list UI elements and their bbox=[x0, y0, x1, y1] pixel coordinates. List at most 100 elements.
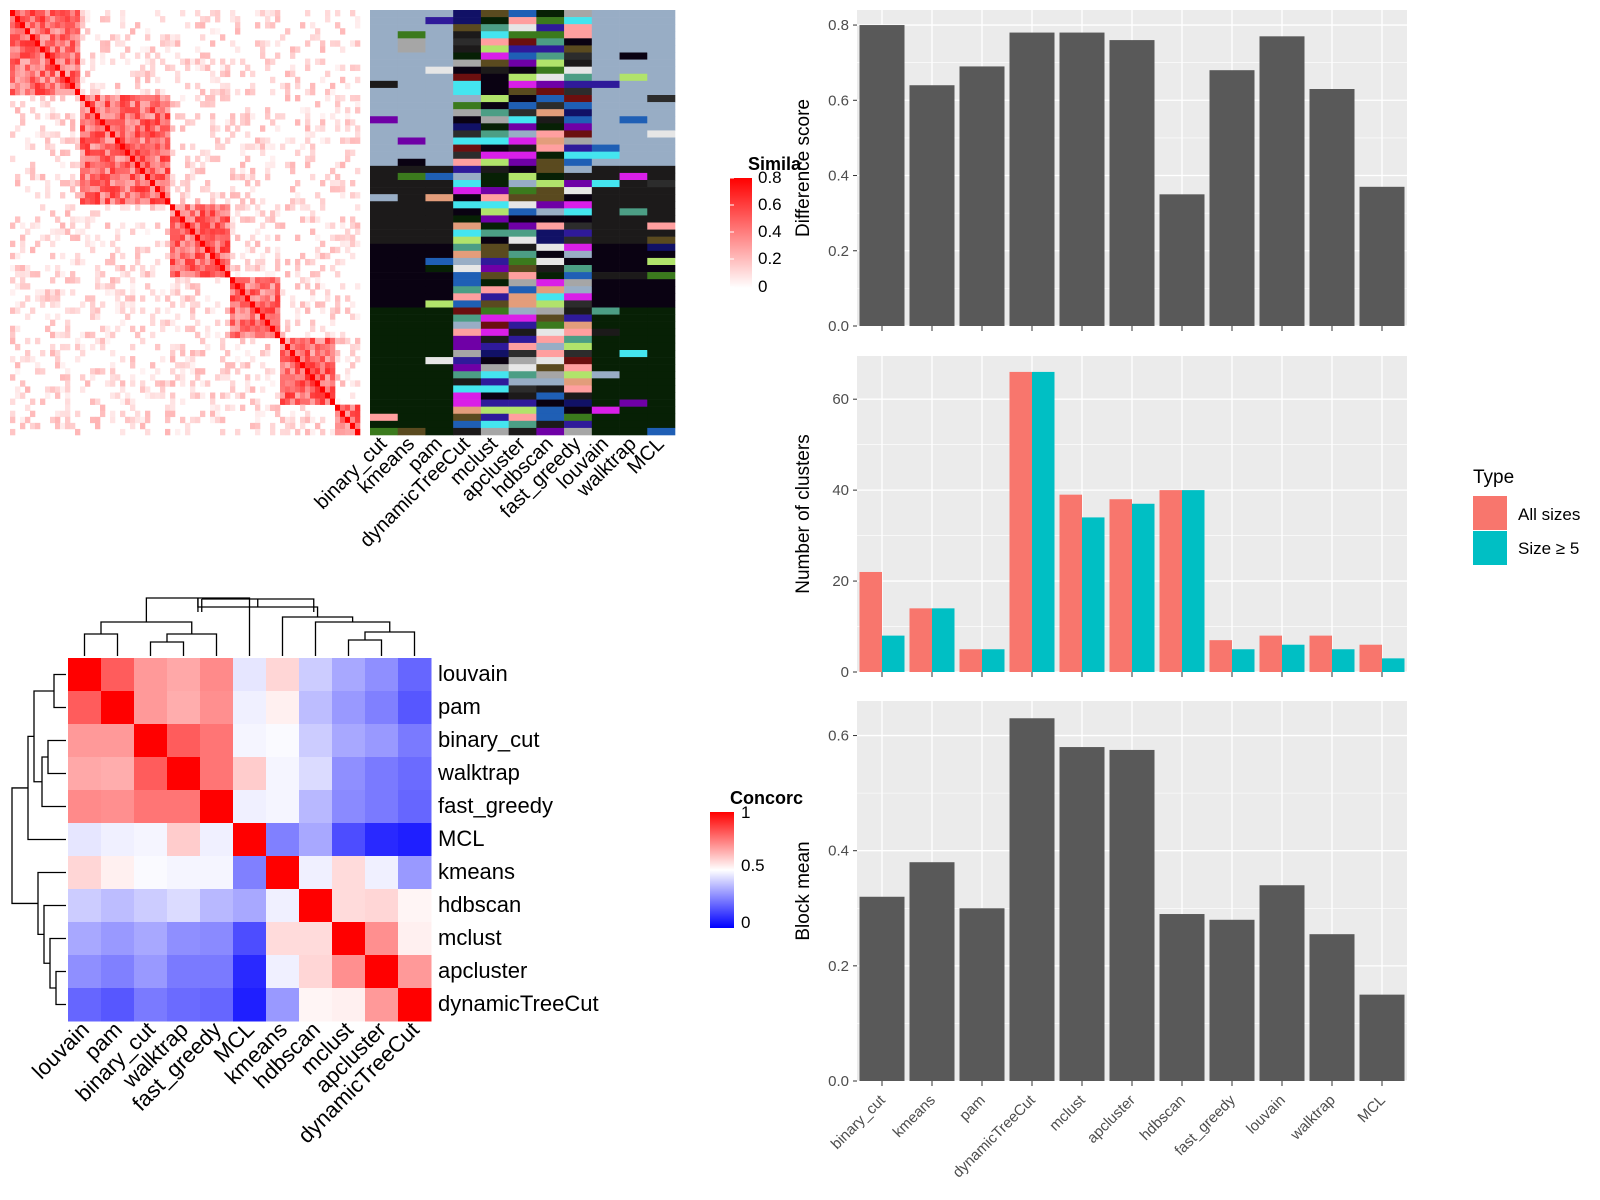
similarity-cell bbox=[340, 337, 346, 345]
similarity-cell bbox=[140, 107, 146, 114]
similarity-cell bbox=[30, 82, 36, 90]
similarity-cell bbox=[45, 295, 51, 302]
similarity-cell bbox=[250, 307, 256, 314]
similarity-cell bbox=[265, 289, 271, 296]
similarity-cell bbox=[255, 374, 261, 381]
similarity-cell bbox=[275, 325, 281, 333]
partition-cell bbox=[397, 378, 426, 386]
similarity-cell bbox=[180, 416, 186, 424]
similarity-cell bbox=[235, 277, 241, 284]
similarity-cell bbox=[155, 88, 161, 96]
similarity-cell bbox=[340, 222, 346, 229]
partition-cell bbox=[647, 158, 676, 167]
similarity-cell bbox=[125, 125, 131, 132]
partition-cell bbox=[591, 130, 620, 138]
similarity-cell bbox=[190, 258, 196, 266]
concordance-cell bbox=[68, 988, 102, 1022]
similarity-cell bbox=[235, 46, 241, 53]
similarity-cell bbox=[90, 368, 96, 375]
concordance-cell bbox=[167, 856, 201, 890]
similarity-cell bbox=[325, 10, 331, 17]
similarity-cell bbox=[230, 325, 236, 333]
similarity-cell bbox=[45, 34, 51, 41]
partition-cell bbox=[647, 95, 676, 103]
similarity-cell bbox=[160, 380, 166, 387]
similarity-cell bbox=[130, 325, 136, 333]
similarity-cell bbox=[295, 398, 301, 405]
similarity-cell bbox=[200, 258, 206, 266]
similarity-cell bbox=[110, 380, 116, 387]
partition-cell bbox=[647, 109, 676, 117]
legend-swatch-size-ge5 bbox=[1473, 531, 1507, 565]
similarity-cell bbox=[70, 125, 76, 132]
similarity-cell bbox=[350, 137, 356, 144]
similarity-cell bbox=[230, 386, 236, 393]
similarity-colorbar bbox=[730, 178, 752, 288]
similarity-cell bbox=[300, 356, 306, 363]
partition-cell bbox=[508, 236, 537, 245]
similarity-cell bbox=[320, 283, 326, 290]
partition-cell bbox=[370, 399, 399, 407]
similarity-cell bbox=[350, 180, 356, 187]
partition-cell bbox=[397, 180, 426, 188]
similarity-cell bbox=[190, 350, 196, 357]
bar bbox=[1259, 885, 1305, 1081]
similarity-cell bbox=[170, 204, 176, 211]
partition-cell bbox=[425, 201, 454, 209]
similarity-cell bbox=[320, 265, 326, 272]
similarity-cell bbox=[110, 107, 116, 114]
similarity-cell bbox=[240, 173, 246, 181]
similarity-cell bbox=[210, 70, 216, 78]
similarity-cell bbox=[330, 265, 336, 272]
similarity-cell bbox=[95, 88, 101, 96]
similarity-cell bbox=[260, 350, 266, 357]
similarity-cell bbox=[165, 404, 171, 412]
similarity-cell bbox=[20, 101, 26, 108]
partition-cell bbox=[564, 130, 593, 138]
partition-cell bbox=[453, 364, 482, 372]
similarity-cell bbox=[95, 368, 101, 375]
partition-cell bbox=[480, 208, 509, 216]
concordance-cell bbox=[233, 724, 267, 758]
partition-cell bbox=[370, 420, 399, 429]
similarity-cell bbox=[230, 113, 236, 120]
similarity-cell bbox=[325, 88, 331, 96]
similarity-cell bbox=[15, 40, 21, 47]
similarity-cell bbox=[345, 368, 351, 375]
similarity-cell bbox=[210, 131, 216, 138]
similarity-cell bbox=[105, 161, 111, 169]
concordance-cell bbox=[167, 823, 201, 857]
similarity-cell bbox=[120, 161, 126, 169]
partition-cell bbox=[619, 321, 648, 330]
similarity-cell bbox=[75, 143, 81, 150]
partition-cell bbox=[397, 80, 426, 89]
similarity-cell bbox=[110, 350, 116, 357]
similarity-cell bbox=[90, 198, 96, 205]
partition-cell bbox=[480, 314, 509, 322]
similarity-cell bbox=[45, 386, 51, 393]
similarity-cell bbox=[50, 210, 56, 217]
similarity-cell bbox=[170, 173, 176, 181]
similarity-cell bbox=[340, 234, 346, 242]
partition-cell bbox=[370, 151, 399, 160]
similarity-cell bbox=[275, 204, 281, 211]
similarity-cell bbox=[110, 167, 116, 175]
similarity-cell bbox=[300, 198, 306, 205]
similarity-cell bbox=[185, 295, 191, 302]
partition-cell bbox=[591, 144, 620, 152]
bar-all-sizes bbox=[1209, 640, 1232, 672]
similarity-cell bbox=[320, 343, 326, 351]
similarity-cell bbox=[150, 204, 156, 211]
y-tick-label: 0.6 bbox=[828, 92, 849, 109]
similarity-cell bbox=[330, 337, 336, 345]
partition-cell bbox=[397, 272, 426, 280]
partition-cell bbox=[619, 201, 648, 209]
bar-size-ge5 bbox=[1332, 649, 1355, 672]
similarity-cell bbox=[100, 119, 106, 126]
bar bbox=[859, 25, 905, 327]
similarity-cell bbox=[250, 216, 256, 223]
similarity-cell bbox=[150, 198, 156, 205]
partition-cell bbox=[370, 38, 399, 46]
similarity-cell bbox=[250, 289, 256, 296]
partition-cell bbox=[508, 187, 537, 195]
